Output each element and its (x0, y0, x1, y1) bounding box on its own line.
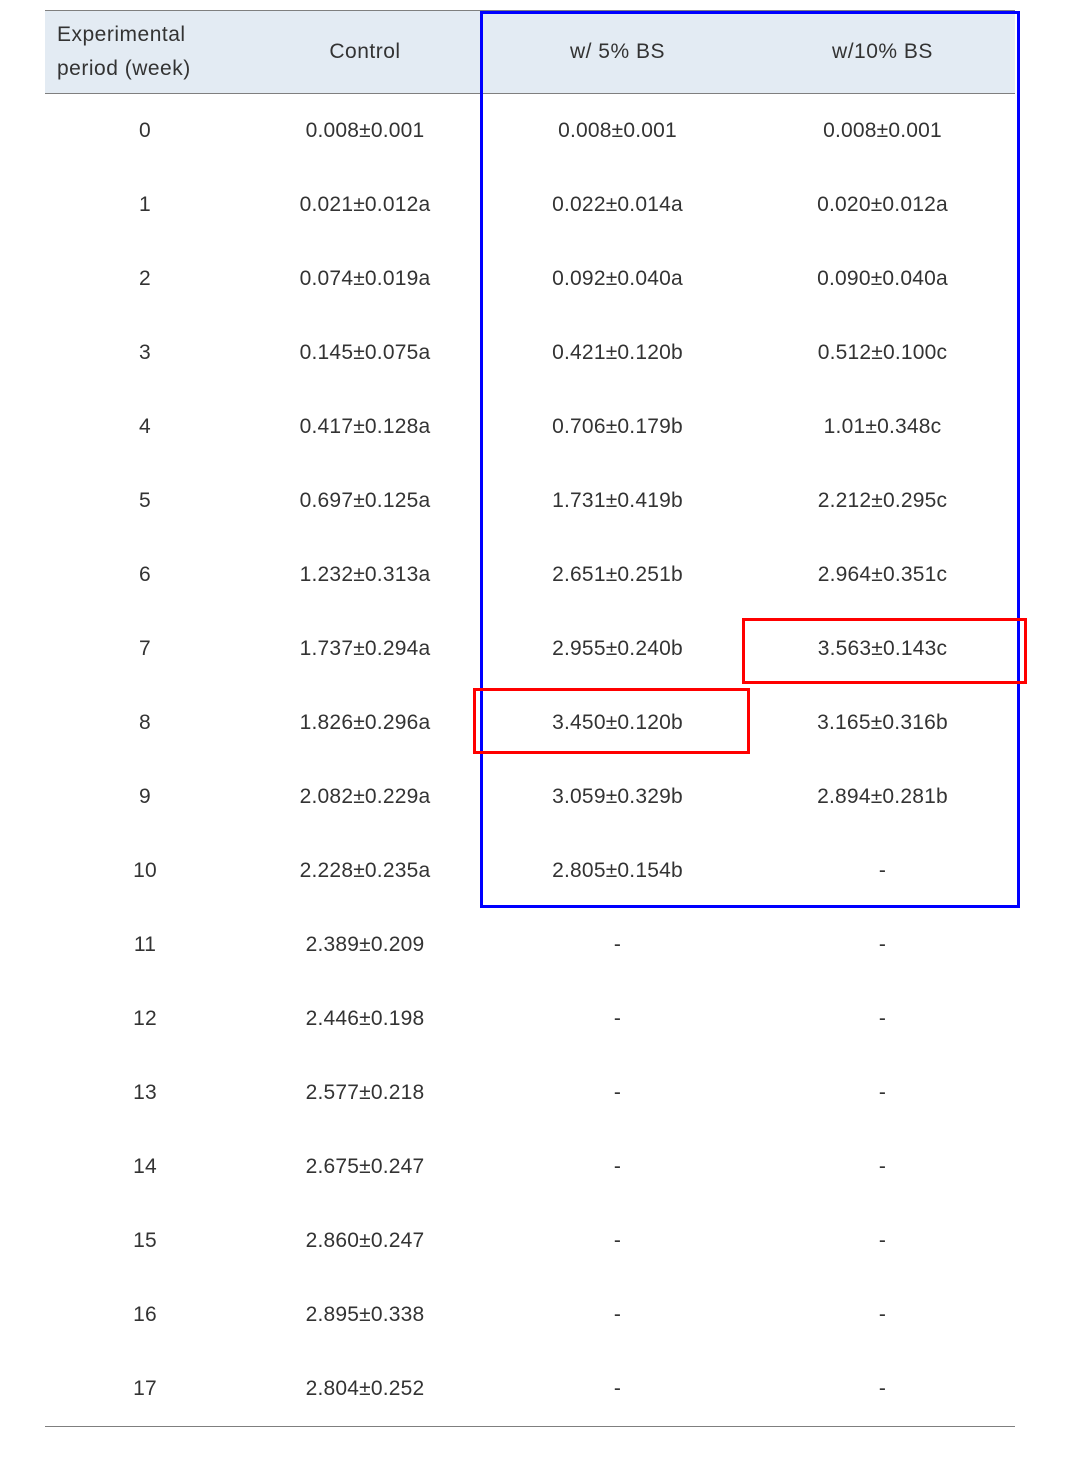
cell-value: - (750, 1130, 1015, 1204)
col-header-bs10: w/10% BS (750, 11, 1015, 94)
cell-value: 2.955±0.240b (485, 612, 750, 686)
cell-value: 0.090±0.040a (750, 242, 1015, 316)
cell-week: 12 (45, 982, 245, 1056)
cell-value: 3.059±0.329b (485, 760, 750, 834)
cell-value: 2.082±0.229a (245, 760, 485, 834)
table-row: 10.021±0.012a0.022±0.014a0.020±0.012a (45, 168, 1015, 242)
cell-value: 2.446±0.198 (245, 982, 485, 1056)
col-header-bs5: w/ 5% BS (485, 11, 750, 94)
cell-week: 6 (45, 538, 245, 612)
cell-value: 0.145±0.075a (245, 316, 485, 390)
cell-value: 3.165±0.316b (750, 686, 1015, 760)
cell-value: - (750, 1204, 1015, 1278)
table-row: 00.008±0.0010.008±0.0010.008±0.001 (45, 94, 1015, 169)
cell-week: 14 (45, 1130, 245, 1204)
cell-week: 17 (45, 1352, 245, 1427)
cell-value: 0.021±0.012a (245, 168, 485, 242)
cell-week: 11 (45, 908, 245, 982)
cell-value: 0.020±0.012a (750, 168, 1015, 242)
table-row: 122.446±0.198-- (45, 982, 1015, 1056)
cell-value: 0.074±0.019a (245, 242, 485, 316)
cell-value: - (485, 1204, 750, 1278)
table-body: 00.008±0.0010.008±0.0010.008±0.00110.021… (45, 94, 1015, 1427)
col-header-period-line1: Experimentalperiod (week) (57, 23, 191, 80)
table-row: 61.232±0.313a2.651±0.251b2.964±0.351c (45, 538, 1015, 612)
cell-week: 2 (45, 242, 245, 316)
table-row: 172.804±0.252-- (45, 1352, 1015, 1427)
col-header-control: Control (245, 11, 485, 94)
cell-value: 2.577±0.218 (245, 1056, 485, 1130)
cell-value: 2.860±0.247 (245, 1204, 485, 1278)
cell-value: 0.008±0.001 (245, 94, 485, 169)
cell-week: 7 (45, 612, 245, 686)
cell-value: 0.417±0.128a (245, 390, 485, 464)
cell-value: - (485, 1352, 750, 1427)
cell-value: 2.389±0.209 (245, 908, 485, 982)
cell-value: 2.964±0.351c (750, 538, 1015, 612)
cell-week: 16 (45, 1278, 245, 1352)
cell-value: 0.421±0.120b (485, 316, 750, 390)
cell-week: 0 (45, 94, 245, 169)
cell-week: 4 (45, 390, 245, 464)
cell-value: 0.697±0.125a (245, 464, 485, 538)
cell-value: 1.737±0.294a (245, 612, 485, 686)
table-row: 50.697±0.125a1.731±0.419b2.212±0.295c (45, 464, 1015, 538)
cell-value: 2.228±0.235a (245, 834, 485, 908)
cell-value: 0.706±0.179b (485, 390, 750, 464)
cell-value: 0.512±0.100c (750, 316, 1015, 390)
cell-week: 5 (45, 464, 245, 538)
cell-value: 3.563±0.143c (750, 612, 1015, 686)
page: Experimentalperiod (week) Control w/ 5% … (0, 10, 1072, 1427)
cell-value: - (485, 1278, 750, 1352)
table-row: 112.389±0.209-- (45, 908, 1015, 982)
cell-value: 2.895±0.338 (245, 1278, 485, 1352)
cell-value: - (750, 834, 1015, 908)
cell-value: - (485, 908, 750, 982)
table-row: 30.145±0.075a0.421±0.120b0.512±0.100c (45, 316, 1015, 390)
cell-week: 3 (45, 316, 245, 390)
cell-value: 2.804±0.252 (245, 1352, 485, 1427)
cell-value: 0.022±0.014a (485, 168, 750, 242)
cell-value: - (485, 982, 750, 1056)
cell-value: - (750, 1056, 1015, 1130)
cell-week: 9 (45, 760, 245, 834)
cell-value: 0.008±0.001 (750, 94, 1015, 169)
table-row: 142.675±0.247-- (45, 1130, 1015, 1204)
cell-value: 1.731±0.419b (485, 464, 750, 538)
cell-week: 8 (45, 686, 245, 760)
cell-week: 15 (45, 1204, 245, 1278)
cell-value: - (485, 1056, 750, 1130)
cell-value: - (750, 1352, 1015, 1427)
table-row: 71.737±0.294a2.955±0.240b3.563±0.143c (45, 612, 1015, 686)
cell-value: - (750, 908, 1015, 982)
cell-value: 3.450±0.120b (485, 686, 750, 760)
cell-week: 10 (45, 834, 245, 908)
cell-value: 0.008±0.001 (485, 94, 750, 169)
cell-value: 2.805±0.154b (485, 834, 750, 908)
table-row: 132.577±0.218-- (45, 1056, 1015, 1130)
cell-value: 2.651±0.251b (485, 538, 750, 612)
table-row: 102.228±0.235a2.805±0.154b- (45, 834, 1015, 908)
table-row: 162.895±0.338-- (45, 1278, 1015, 1352)
cell-value: 1.826±0.296a (245, 686, 485, 760)
data-table: Experimentalperiod (week) Control w/ 5% … (45, 10, 1015, 1427)
cell-value: 1.01±0.348c (750, 390, 1015, 464)
col-header-period: Experimentalperiod (week) (45, 11, 245, 94)
cell-value: 2.675±0.247 (245, 1130, 485, 1204)
table-row: 81.826±0.296a3.450±0.120b3.165±0.316b (45, 686, 1015, 760)
cell-value: 2.894±0.281b (750, 760, 1015, 834)
cell-value: - (485, 1130, 750, 1204)
cell-value: 2.212±0.295c (750, 464, 1015, 538)
table-row: 92.082±0.229a3.059±0.329b2.894±0.281b (45, 760, 1015, 834)
cell-week: 13 (45, 1056, 245, 1130)
table-header-row: Experimentalperiod (week) Control w/ 5% … (45, 11, 1015, 94)
table-row: 20.074±0.019a0.092±0.040a0.090±0.040a (45, 242, 1015, 316)
cell-value: - (750, 982, 1015, 1056)
cell-value: 0.092±0.040a (485, 242, 750, 316)
cell-value: 1.232±0.313a (245, 538, 485, 612)
table-row: 152.860±0.247-- (45, 1204, 1015, 1278)
cell-value: - (750, 1278, 1015, 1352)
table-row: 40.417±0.128a0.706±0.179b1.01±0.348c (45, 390, 1015, 464)
cell-week: 1 (45, 168, 245, 242)
